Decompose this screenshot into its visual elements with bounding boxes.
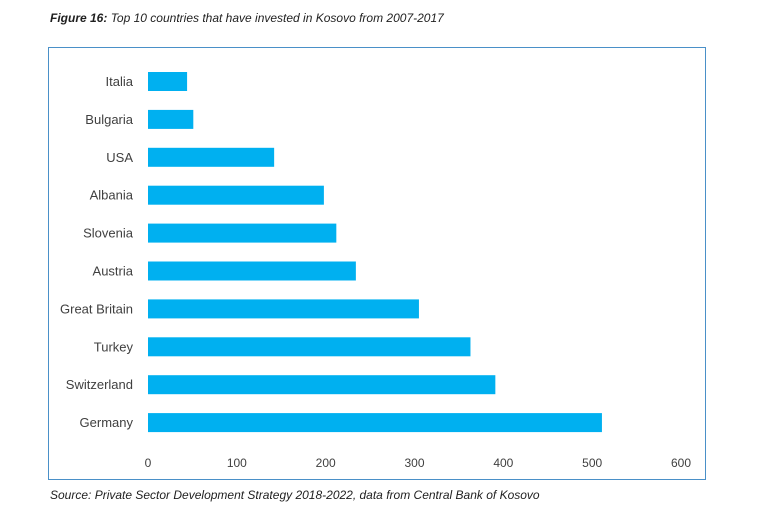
x-tick-label-300: 300 <box>404 456 424 470</box>
x-tick-label-100: 100 <box>227 456 247 470</box>
bar-usa <box>148 147 275 167</box>
bar-bulgaria <box>148 109 194 129</box>
source-note: Source: Private Sector Development Strat… <box>50 488 540 502</box>
figure-caption: Figure 16: Top 10 countries that have in… <box>50 11 444 25</box>
category-label-bulgaria: Bulgaria <box>85 112 133 127</box>
bar-switzerland <box>148 375 496 395</box>
category-label-turkey: Turkey <box>94 339 134 354</box>
x-tick-label-200: 200 <box>316 456 336 470</box>
category-label-germany: Germany <box>80 415 134 430</box>
chart-frame <box>48 47 706 480</box>
bar-albania <box>148 185 324 205</box>
bar-turkey <box>148 337 471 357</box>
category-label-albania: Albania <box>90 188 134 203</box>
category-label-switzerland: Switzerland <box>66 377 133 392</box>
figure-caption-text: Top 10 countries that have invested in K… <box>110 11 444 25</box>
category-label-usa: USA <box>106 150 133 165</box>
x-tick-label-600: 600 <box>671 456 691 470</box>
figure-caption-label: Figure 16: <box>50 11 108 25</box>
x-tick-label-0: 0 <box>145 456 152 470</box>
category-label-italia: Italia <box>106 74 134 89</box>
bar-slovenia <box>148 223 337 243</box>
bar-great-britain <box>148 299 419 319</box>
category-label-great-britain: Great Britain <box>60 301 133 316</box>
bar-germany <box>148 413 602 433</box>
bar-austria <box>148 261 356 281</box>
category-label-slovenia: Slovenia <box>83 226 134 241</box>
bar-italia <box>148 72 188 91</box>
category-label-austria: Austria <box>93 264 134 279</box>
x-tick-label-400: 400 <box>493 456 513 470</box>
x-tick-label-500: 500 <box>582 456 602 470</box>
